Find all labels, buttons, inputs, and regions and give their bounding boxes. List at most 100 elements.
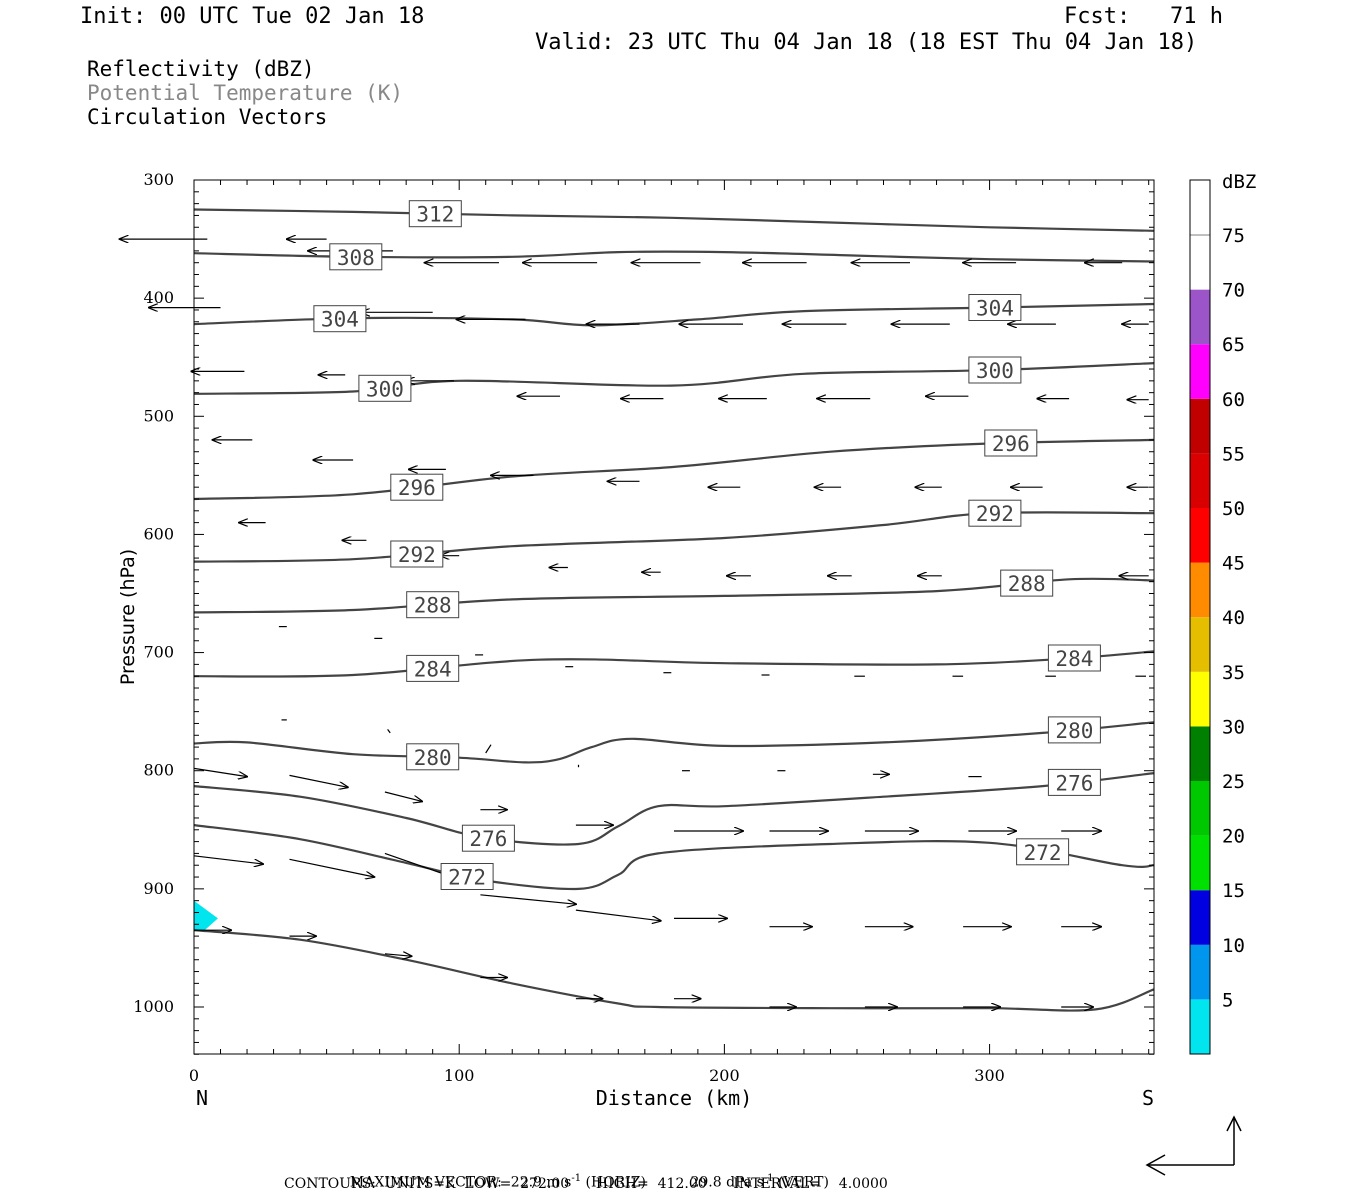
legend-potential-temperature: Potential Temperature (K) [87,81,404,105]
y-tick-label: 800 [143,761,174,780]
vert-value: 29.8 dPa s [690,1174,764,1191]
contour-label-box [313,305,367,333]
contour-label-box [968,294,1022,321]
x-right-end-label: S [1142,1086,1154,1110]
contour-label-box [1047,716,1101,744]
x-tick-label: 200 [709,1066,740,1085]
colorbar-level-label: 65 [1222,334,1245,356]
legend-circulation-vectors: Circulation Vectors [87,105,328,129]
colorbar-level-label: 50 [1222,498,1245,520]
circulation-vector [384,954,412,956]
contour-label-box [968,499,1022,527]
contour-label-276: 276 [1047,768,1101,796]
y-tick-label: 700 [143,643,174,662]
colorbar-level-label: 25 [1222,771,1245,793]
contour-label-box [390,540,444,568]
contour-labels: 312 308 304 304 300 300 296 296 292 292 288 288 284 2… [313,200,1101,890]
circulation-vector [480,894,576,904]
theta-contour-268 [193,929,1155,1012]
vert-exponent: -1 [763,1173,774,1184]
contour-label-text: 304 [321,308,359,332]
max-vector-line: MAXIMUM VECTOR: 22.9 m s-1 (HORIZ) 29.8 … [341,1157,829,1191]
theta-contour-272 [193,824,1155,891]
contour-label-text: 284 [1055,647,1093,671]
contour-label-box [406,591,460,619]
x-tick-label: 100 [444,1066,475,1085]
colorbar-frame [1189,179,1211,1055]
colorbar-level-label: 75 [1222,225,1245,247]
vert-label: (VERT) [778,1174,829,1191]
contour-label-308: 308 [329,243,383,271]
colorbar: 5 10 15 20 25 30 35 40 45 50 55 60 65 70 75 [1189,179,1245,1055]
contour-label-text: 280 [1055,719,1093,743]
contour-label-box [1000,569,1054,597]
contour-label-296: 296 [390,473,444,501]
colorbar-swatch [1190,453,1210,508]
horiz-exponent: -1 [571,1173,582,1184]
contour-label-280: 280 [1047,716,1101,744]
contour-label-272: 272 [1016,838,1070,866]
contour-label-box [390,473,444,501]
colorbar-level-label: 20 [1222,826,1245,848]
reference-vector-icon [1145,1115,1242,1176]
contour-label-292: 292 [390,540,444,568]
contour-label-text: 296 [992,432,1030,456]
contour-label-box [984,429,1038,457]
contour-label-text: 288 [1008,572,1046,596]
colorbar-level-label: 40 [1222,607,1245,629]
colorbar-swatch [1190,726,1210,781]
contour-label-box [1016,838,1070,866]
colorbar-level-label: 35 [1222,662,1245,684]
contour-label-text: 276 [469,827,507,851]
colorbar-level-label: 60 [1222,389,1245,411]
reflectivity-area [194,900,218,931]
reflectivity-layer [194,900,218,931]
circulation-vector [384,791,422,801]
contour-label-284: 284 [1047,644,1101,672]
y-tick-label: 600 [143,524,174,543]
contour-label-text: 292 [398,543,436,567]
contour-label-text: 272 [448,866,486,890]
colorbar-level-label: 55 [1222,443,1245,465]
contour-label-276: 276 [461,824,515,852]
contour-label-box [406,654,460,682]
contour-label-284: 284 [406,654,460,682]
contour-label-288: 288 [1000,569,1054,597]
contour-label-text: 308 [337,246,375,270]
contour-label-box [461,824,515,852]
axes: 0 100 200 300 300 400 500 600 700 800 900 1000 [133,170,1155,1085]
valid-time: Valid: 23 UTC Thu 04 Jan 18 (18 EST Thu … [535,30,1198,55]
contour-label-304: 304 [968,294,1022,321]
colorbar-swatch [1190,562,1210,618]
contour-label-text: 280 [414,746,452,770]
contour-label-304: 304 [313,305,367,333]
colorbar-swatch [1190,890,1210,945]
colorbar-level-label: 5 [1222,989,1233,1011]
contour-label-text: 288 [414,594,452,618]
contour-label-text: 284 [414,657,452,681]
contour-label-text: 304 [976,297,1014,321]
contour-label-box [406,743,460,771]
contour-label-box [408,200,462,228]
y-tick-label: 500 [143,406,174,425]
colorbar-title: dBZ [1222,171,1256,193]
contour-label-292: 292 [968,499,1022,527]
contour-label-296: 296 [984,429,1038,457]
colorbar-swatch [1190,944,1210,1000]
contour-label-box [440,863,494,890]
max-vector-label: MAXIMUM VECTOR: [349,1174,502,1191]
x-tick-label: 0 [189,1066,199,1085]
colorbar-swatch [1190,671,1210,727]
colorbar-swatch [1190,617,1210,672]
circulation-vector [387,729,391,734]
contour-label-272: 272 [440,863,494,890]
contour-label-300: 300 [358,374,412,402]
y-tick-label: 400 [143,288,174,307]
contour-label-text: 296 [398,476,436,500]
y-tick-label: 900 [143,879,174,898]
y-tick-label: 300 [143,170,174,189]
colorbar-swatch [1190,344,1210,399]
contour-label-text: 300 [366,377,404,401]
contour-label-text: 292 [976,502,1014,526]
circulation-vectors [120,239,1149,1007]
